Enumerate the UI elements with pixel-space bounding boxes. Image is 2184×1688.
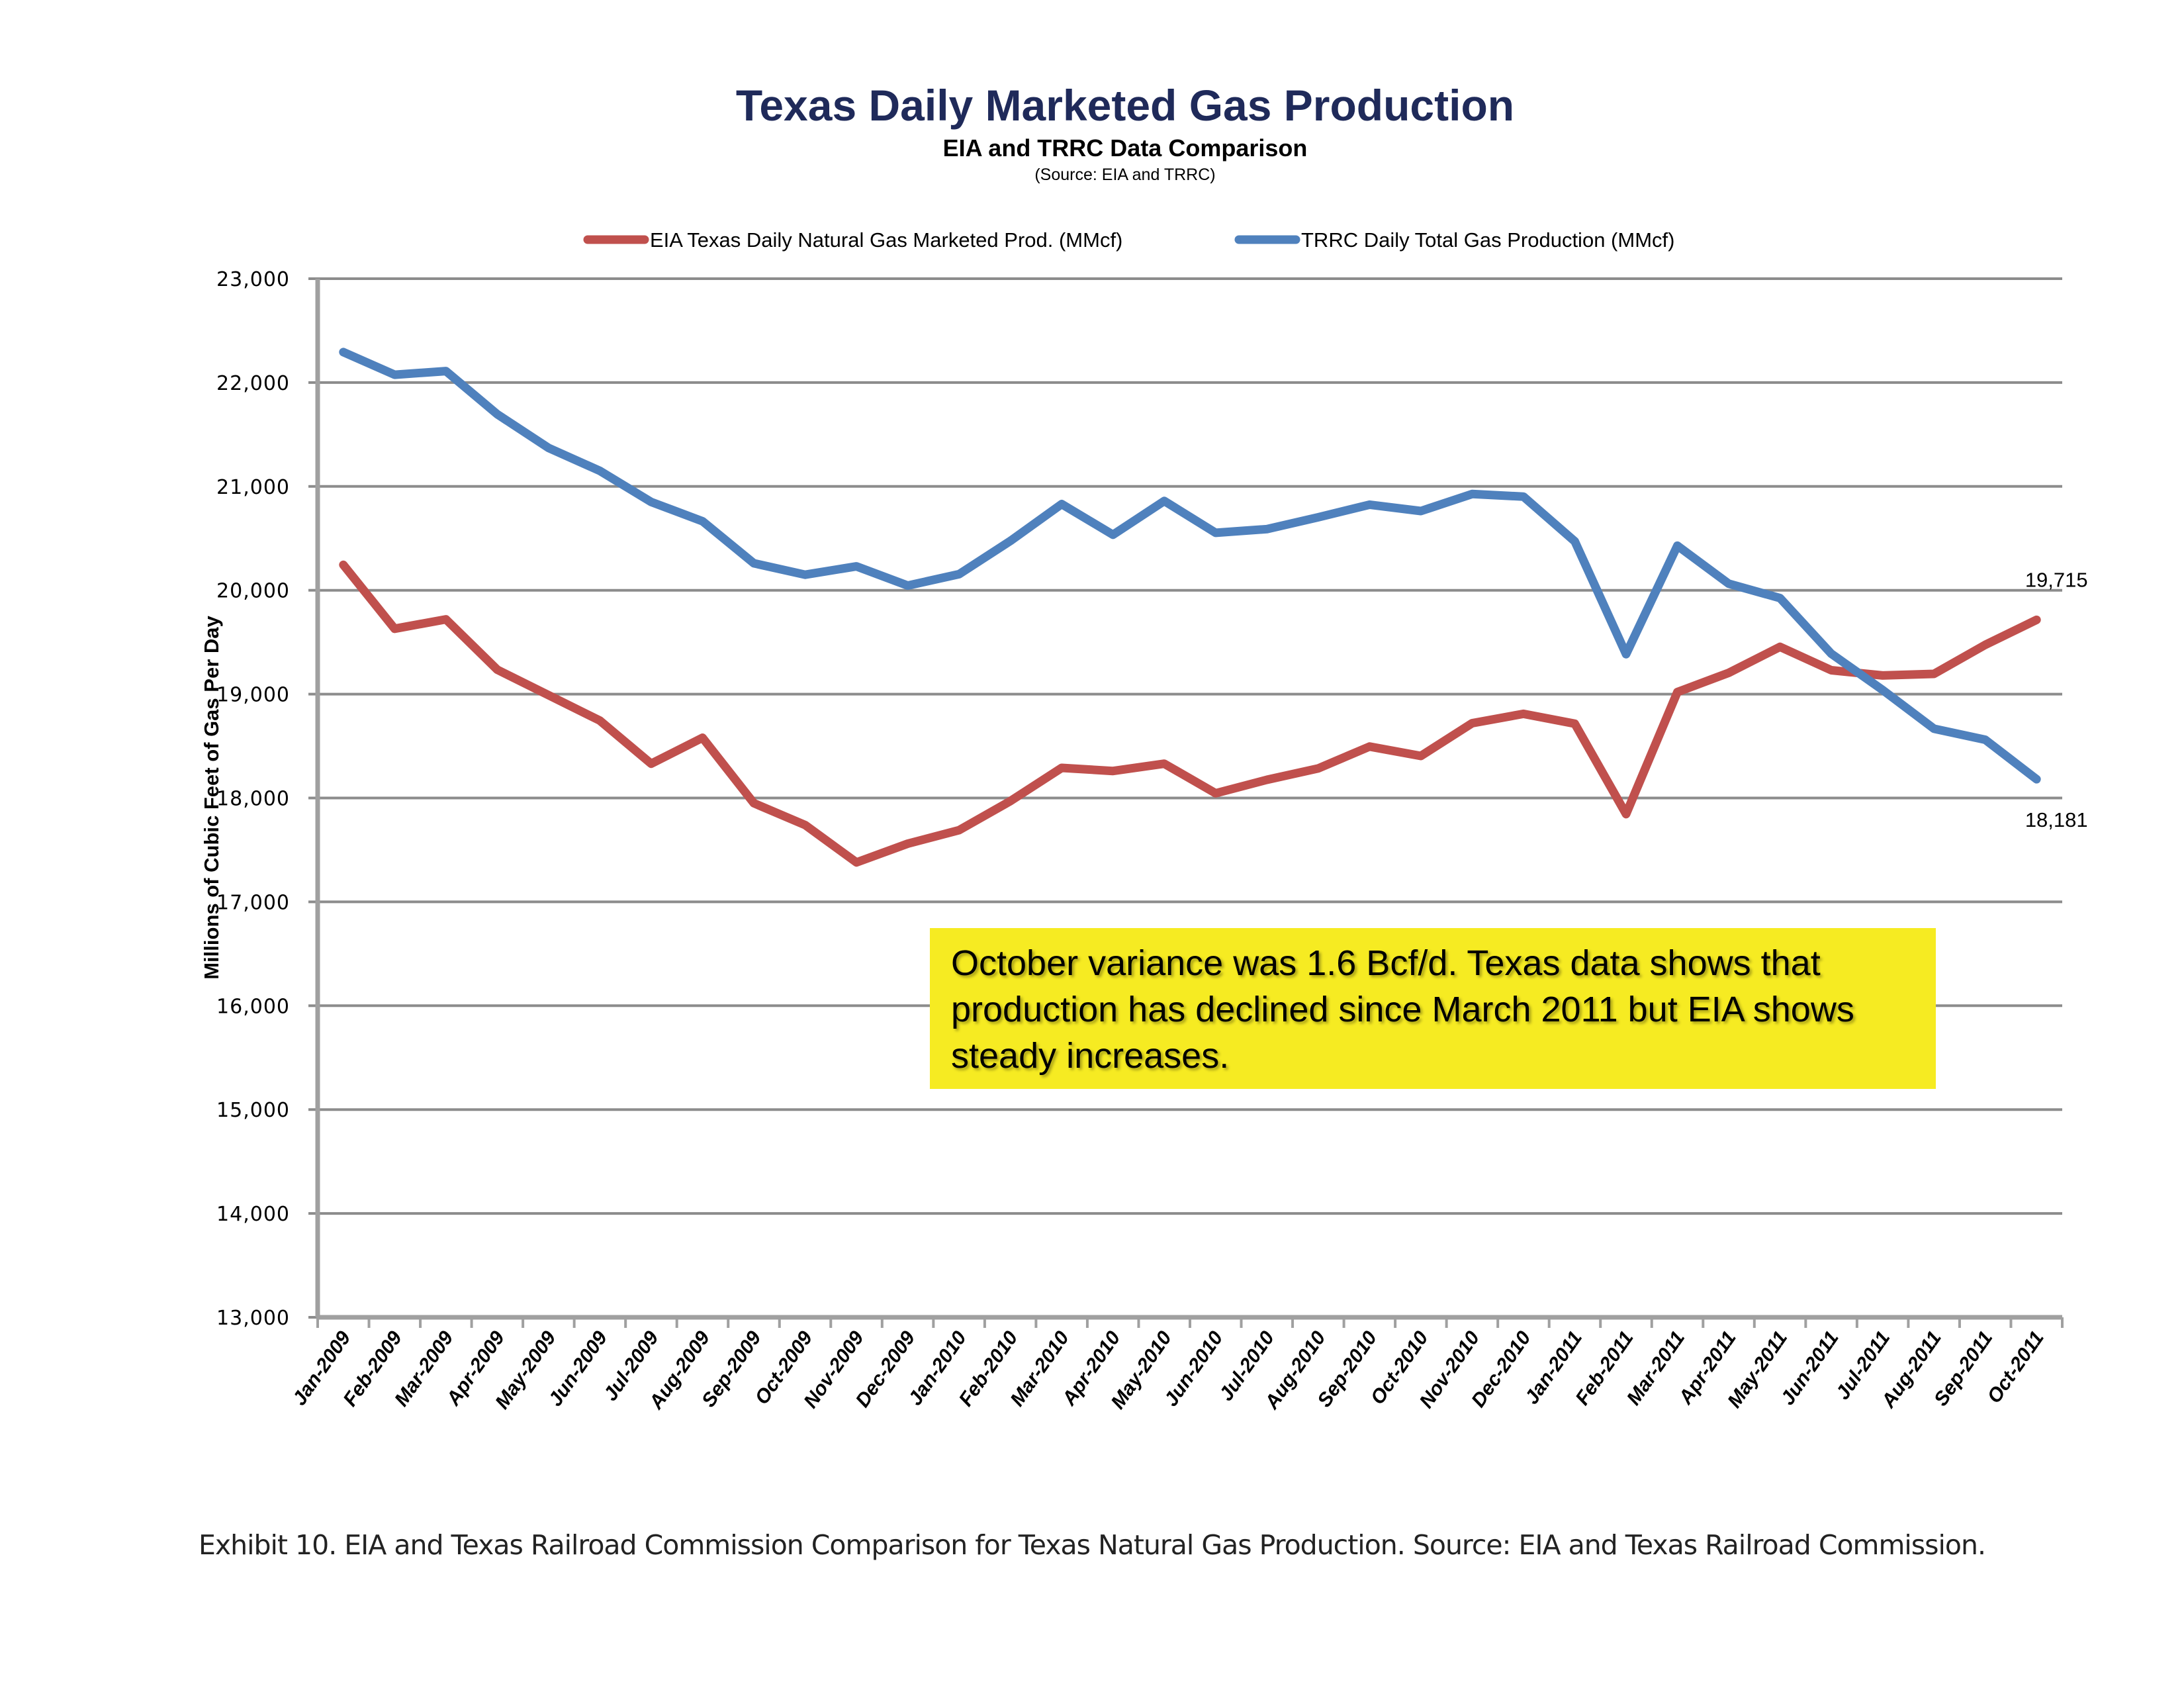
y-tick-label: 18,000 <box>216 788 290 811</box>
data-point <box>547 447 549 449</box>
data-point <box>342 351 344 353</box>
data-point <box>1112 770 1114 772</box>
data-point <box>804 824 806 826</box>
data-point <box>958 829 960 831</box>
y-tick-label: 22,000 <box>216 372 290 395</box>
y-tick-label: 20,000 <box>216 580 290 603</box>
data-label: 19,715 <box>2025 568 2088 591</box>
data-point <box>753 562 754 564</box>
data-point <box>1369 745 1371 747</box>
data-point <box>1984 644 1986 646</box>
y-axis-tick-labels: 13,000 14,000 15,000 16,000 17,000 18,000 19,0… <box>216 268 290 1330</box>
data-point <box>2036 619 2038 621</box>
data-point <box>856 861 858 863</box>
x-axis-tick-labels: Jan-2009Feb-2009Mar-2009Apr-2009May-2009… <box>289 1327 2048 1414</box>
data-point <box>599 470 601 472</box>
data-point <box>753 802 754 804</box>
data-point <box>1266 528 1268 530</box>
data-point <box>1317 516 1319 518</box>
data-point <box>1009 540 1011 542</box>
y-axis-title: Millions of Cubic Feet of Gas Per Day <box>200 615 223 979</box>
y-tick-label: 17,000 <box>216 891 290 914</box>
data-point <box>496 413 498 415</box>
data-point <box>650 501 652 503</box>
data-point <box>958 573 960 575</box>
data-point <box>907 843 909 845</box>
data-label: 18,181 <box>2025 808 2088 831</box>
data-point <box>599 720 601 722</box>
data-point <box>1317 767 1319 769</box>
axes <box>308 277 2064 1328</box>
data-point <box>1676 545 1678 547</box>
data-point <box>1728 583 1730 585</box>
data-point <box>1728 672 1730 674</box>
data-point <box>1214 532 1216 534</box>
data-point <box>1163 500 1165 502</box>
data-point <box>1061 503 1063 505</box>
data-point <box>702 520 704 522</box>
legend: EIA Texas Daily Natural Gas Marketed Pro… <box>583 228 1674 252</box>
data-point <box>445 618 447 620</box>
y-tick-label: 14,000 <box>216 1203 290 1226</box>
data-point <box>1933 673 1935 675</box>
data-point <box>1112 534 1114 536</box>
annotation-text: October variance was 1.6 Bcf/d. Texas da… <box>951 943 1854 1076</box>
data-point <box>702 737 704 739</box>
y-tick-label: 19,000 <box>216 684 290 707</box>
data-point <box>650 763 652 765</box>
data-point <box>1882 675 1884 677</box>
y-tick-label: 13,000 <box>216 1307 290 1330</box>
data-point <box>1779 597 1781 599</box>
data-point <box>496 669 498 671</box>
data-point <box>1933 727 1935 729</box>
data-point <box>1471 493 1473 495</box>
legend-label: TRRC Daily Total Gas Production (MMcf) <box>1301 228 1674 252</box>
series-line-trrc <box>339 348 2041 784</box>
data-point <box>1420 510 1422 512</box>
data-point <box>1625 813 1627 815</box>
data-point <box>394 628 396 630</box>
data-point <box>907 585 909 586</box>
legend-label: EIA Texas Daily Natural Gas Marketed Pro… <box>650 228 1122 252</box>
data-point <box>1009 800 1011 802</box>
data-labels: 19,715 18,181 <box>2025 568 2088 831</box>
data-point <box>1574 723 1576 725</box>
data-point <box>394 374 396 376</box>
y-tick-label: 16,000 <box>216 995 290 1018</box>
data-point <box>1522 713 1524 715</box>
data-point <box>2036 778 2038 780</box>
series-line-eia <box>339 560 2041 867</box>
data-point <box>856 565 858 567</box>
annotation-box: October variance was 1.6 Bcf/d. Texas da… <box>930 928 1936 1089</box>
data-point <box>1522 496 1524 498</box>
data-point <box>1061 767 1063 769</box>
data-point <box>1369 504 1371 506</box>
data-point <box>1831 653 1833 655</box>
data-point <box>1676 691 1678 693</box>
data-point <box>1882 689 1884 691</box>
chart-subtitle: EIA and TRRC Data Comparison <box>943 134 1308 162</box>
data-point <box>804 574 806 576</box>
data-point <box>547 694 549 696</box>
data-point <box>1214 792 1216 794</box>
y-tick-label: 21,000 <box>216 476 290 499</box>
data-point <box>445 370 447 372</box>
figure-caption: Exhibit 10. EIA and Texas Railroad Commi… <box>198 1529 1986 1561</box>
series-lines <box>339 348 2041 867</box>
data-point <box>1471 722 1473 724</box>
data-point <box>1831 669 1833 671</box>
data-point <box>1266 779 1268 781</box>
data-point <box>1625 653 1627 655</box>
data-point <box>1163 763 1165 765</box>
chart-source-note: (Source: EIA and TRRC) <box>1034 165 1215 184</box>
data-point <box>1574 540 1576 542</box>
data-point <box>1779 646 1781 648</box>
y-tick-label: 23,000 <box>216 268 290 291</box>
chart-title: Texas Daily Marketed Gas Production <box>736 81 1514 130</box>
data-point <box>1420 755 1422 757</box>
data-point <box>1984 739 1986 741</box>
data-point <box>342 564 344 566</box>
y-tick-label: 15,000 <box>216 1099 290 1122</box>
